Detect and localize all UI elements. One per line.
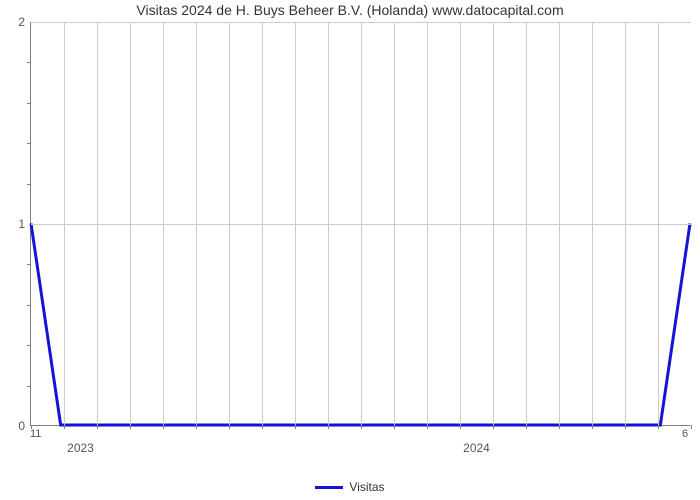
grid-v: [526, 22, 527, 426]
x-month-tick: [625, 425, 626, 429]
grid-v: [295, 22, 296, 426]
x-month-tick: [130, 425, 131, 429]
x-month-tick: [328, 425, 329, 429]
y-tick-minor: [27, 184, 31, 185]
grid-v: [130, 22, 131, 426]
x-corner-left-label: 11: [30, 428, 41, 440]
x-month-tick: [229, 425, 230, 429]
chart-title: Visitas 2024 de H. Buys Beheer B.V. (Hol…: [0, 2, 700, 18]
x-year-label: 2024: [463, 441, 490, 455]
x-month-tick: [559, 425, 560, 429]
grid-v: [493, 22, 494, 426]
grid-v: [559, 22, 560, 426]
grid-v: [625, 22, 626, 426]
x-month-tick: [427, 425, 428, 429]
x-month-tick: [295, 425, 296, 429]
plot-area: 01220232024: [30, 22, 690, 426]
grid-v: [196, 22, 197, 426]
x-month-tick: [592, 425, 593, 429]
x-month-tick: [526, 425, 527, 429]
x-month-tick: [97, 425, 98, 429]
grid-v: [361, 22, 362, 426]
x-month-tick: [262, 425, 263, 429]
grid-v: [394, 22, 395, 426]
grid-v: [97, 22, 98, 426]
legend-swatch: [315, 486, 343, 489]
y-tick-minor: [27, 305, 31, 306]
grid-v: [658, 22, 659, 426]
grid-v: [229, 22, 230, 426]
y-tick-minor: [27, 264, 31, 265]
visits-chart: Visitas 2024 de H. Buys Beheer B.V. (Hol…: [0, 0, 700, 500]
x-year-label: 2023: [67, 441, 94, 455]
x-month-tick: [394, 425, 395, 429]
x-month-tick: [64, 425, 65, 429]
y-tick-minor: [27, 103, 31, 104]
y-tick-minor: [27, 143, 31, 144]
x-month-tick: [658, 425, 659, 429]
y-tick-minor: [27, 345, 31, 346]
x-month-tick: [196, 425, 197, 429]
legend: Visitas: [0, 480, 700, 494]
y-tick-minor: [27, 62, 31, 63]
y-tick-label: 0: [5, 419, 25, 433]
grid-v: [460, 22, 461, 426]
x-corner-right-label: 6: [682, 428, 688, 440]
grid-v: [163, 22, 164, 426]
y-tick-label: 2: [5, 15, 25, 29]
x-month-tick: [493, 425, 494, 429]
grid-v: [262, 22, 263, 426]
grid-v: [592, 22, 593, 426]
grid-v: [427, 22, 428, 426]
grid-v: [64, 22, 65, 426]
legend-label: Visitas: [349, 480, 384, 494]
x-month-tick: [691, 425, 692, 429]
x-month-tick: [163, 425, 164, 429]
grid-v: [328, 22, 329, 426]
x-month-tick: [460, 425, 461, 429]
y-tick-label: 1: [5, 217, 25, 231]
y-tick-minor: [27, 386, 31, 387]
x-month-tick: [361, 425, 362, 429]
